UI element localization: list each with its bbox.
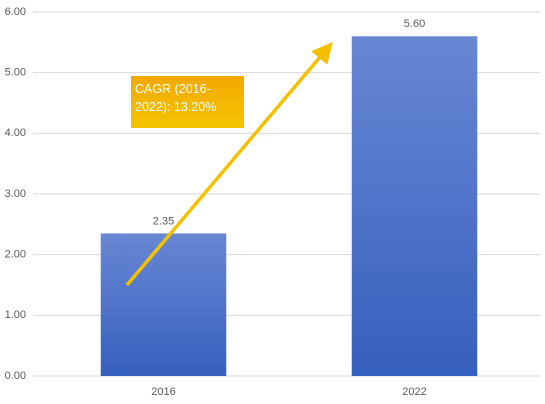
bar [351,36,478,377]
bar [100,233,227,376]
y-tick-label: 4.00 [5,127,26,139]
x-tick-label: 2022 [402,386,426,398]
cagr-annotation: CAGR (2016-2022): 13.20% [131,76,244,128]
y-tick-label: 5.00 [5,67,26,79]
y-tick-label: 0.00 [5,370,26,382]
x-tick-label: 2016 [151,386,175,398]
value-label: 5.60 [404,18,425,30]
y-tick-label: 6.00 [5,6,26,18]
value-label: 2.35 [153,215,174,227]
y-tick-label: 2.00 [5,249,26,261]
y-tick-label: 3.00 [5,188,26,200]
y-tick-label: 1.00 [5,309,26,321]
trend-arrow [125,41,333,287]
